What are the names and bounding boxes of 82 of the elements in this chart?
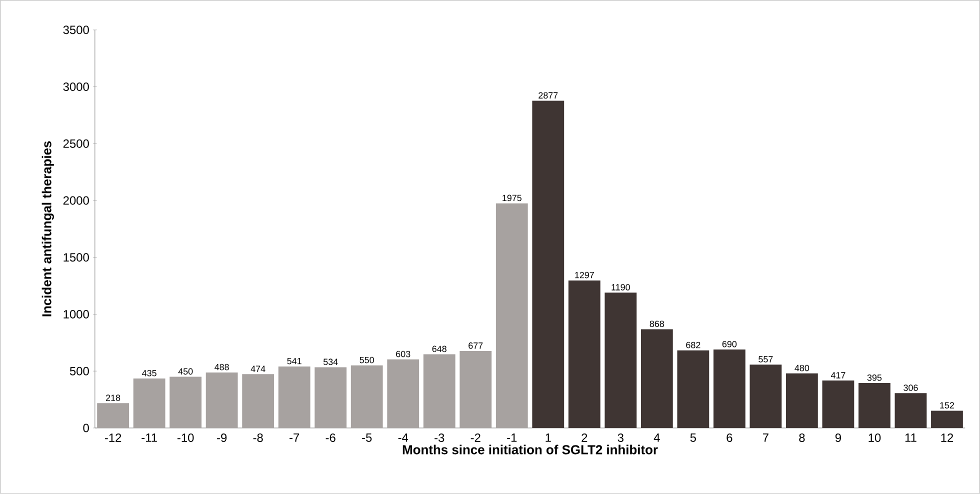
y-tick-label: 500 xyxy=(70,366,89,376)
bar xyxy=(496,203,528,428)
bar xyxy=(532,100,564,428)
bar xyxy=(133,378,166,428)
y-tick-label: 3000 xyxy=(63,82,89,92)
data-label: 648 xyxy=(432,346,446,352)
x-tick-label: -2 xyxy=(470,434,480,442)
x-tick-label: -4 xyxy=(398,434,408,442)
bar xyxy=(278,366,310,428)
x-tick-label: 11 xyxy=(905,434,916,442)
data-label: 488 xyxy=(214,364,229,370)
x-tick-label: 6 xyxy=(726,434,732,442)
data-label: 677 xyxy=(468,342,483,349)
x-tick-label: 10 xyxy=(868,434,881,442)
bar xyxy=(97,403,130,428)
data-label: 395 xyxy=(867,374,882,381)
x-tick-label: -7 xyxy=(290,434,300,442)
bar xyxy=(350,365,383,428)
x-tick-label: 12 xyxy=(941,434,954,442)
y-axis-title: Incident antifungal therapies xyxy=(42,141,54,316)
data-label: 690 xyxy=(722,340,737,348)
y-tick-label: 3500 xyxy=(63,26,89,34)
data-label: 306 xyxy=(904,384,918,392)
bar xyxy=(242,374,274,428)
data-label: 1190 xyxy=(612,284,630,290)
x-tick-label: 5 xyxy=(690,434,696,442)
bar xyxy=(894,393,927,428)
data-label: 218 xyxy=(106,394,120,402)
bar xyxy=(713,350,746,428)
y-tick-label: 2000 xyxy=(63,196,89,205)
bar xyxy=(677,350,710,428)
data-label: 550 xyxy=(360,356,374,364)
bar xyxy=(206,372,238,428)
bar xyxy=(387,359,420,428)
data-label: 480 xyxy=(794,364,810,372)
data-label: 868 xyxy=(650,320,664,328)
x-tick-label: -9 xyxy=(217,434,227,442)
x-tick-label: -3 xyxy=(434,434,444,442)
data-label: 603 xyxy=(396,350,410,358)
data-label: 152 xyxy=(940,402,954,409)
bar xyxy=(786,373,818,428)
x-tick-label: -8 xyxy=(253,434,263,442)
data-label: 435 xyxy=(142,370,156,376)
x-tick-label: -5 xyxy=(362,434,372,442)
data-label: 474 xyxy=(250,366,266,372)
y-tick-label: 2500 xyxy=(63,139,89,148)
bar xyxy=(858,383,890,428)
x-tick-label: -6 xyxy=(326,434,336,442)
data-label: 682 xyxy=(686,342,700,348)
x-tick-label: 9 xyxy=(835,434,841,442)
data-label: 534 xyxy=(323,358,338,366)
y-tick-label: 0 xyxy=(83,424,89,432)
y-tick-label: 1000 xyxy=(64,310,89,319)
data-label: 1975 xyxy=(502,194,522,202)
bar xyxy=(460,351,492,428)
bar xyxy=(750,364,782,428)
bar xyxy=(314,367,347,428)
bar xyxy=(170,376,202,428)
data-label: 1297 xyxy=(575,272,594,278)
x-tick-label: 4 xyxy=(654,434,660,442)
x-tick-label: 1 xyxy=(546,434,551,442)
bar xyxy=(931,410,963,428)
x-tick-label: 7 xyxy=(762,434,768,442)
bar xyxy=(604,292,637,428)
data-label: 557 xyxy=(758,356,773,362)
bar xyxy=(423,354,456,428)
x-tick-label: 2 xyxy=(582,434,588,442)
x-tick-label: -11 xyxy=(142,434,157,442)
x-tick-label: 8 xyxy=(799,434,805,442)
bar xyxy=(568,280,600,428)
data-label: 417 xyxy=(830,372,846,378)
x-tick-label: -10 xyxy=(177,434,194,442)
x-tick-label: -12 xyxy=(104,434,122,442)
x-axis-title: Months since initiation of SGLT2 inhibitor xyxy=(402,444,658,454)
bar xyxy=(822,380,854,428)
data-label: 450 xyxy=(178,368,193,375)
data-label: 541 xyxy=(287,358,302,364)
x-tick-label: 3 xyxy=(618,434,624,442)
x-tick-label: -1 xyxy=(507,434,517,442)
bar xyxy=(640,329,673,428)
data-label: 2877 xyxy=(538,92,558,99)
y-tick-label: 1500 xyxy=(64,253,89,262)
